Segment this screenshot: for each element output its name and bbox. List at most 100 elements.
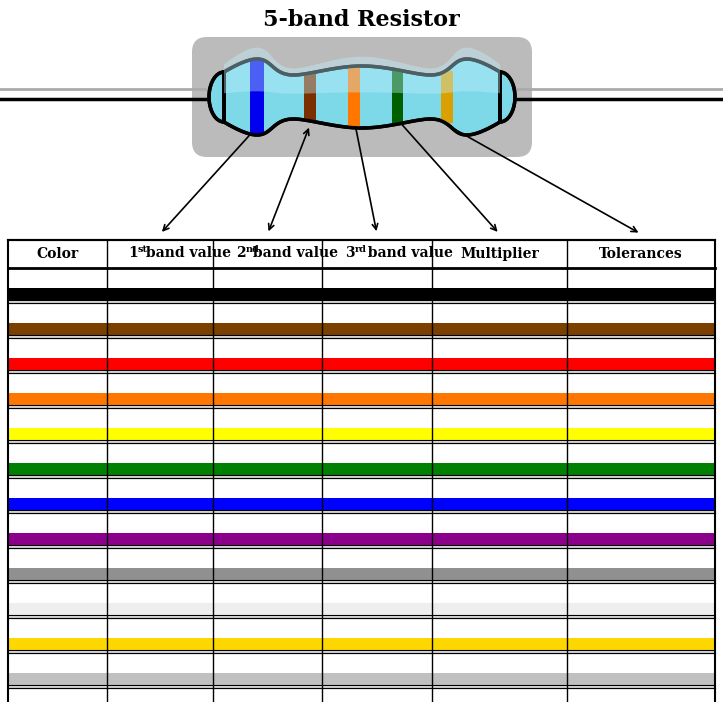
Bar <box>441 71 453 123</box>
Bar <box>8 408 715 428</box>
Bar <box>8 638 715 650</box>
Bar <box>391 71 403 123</box>
Bar <box>8 443 715 463</box>
Text: 7: 7 <box>156 517 164 529</box>
Text: 2: 2 <box>373 341 381 355</box>
Text: Gold: Gold <box>43 621 72 635</box>
Text: 9: 9 <box>373 586 381 600</box>
Text: ±0.25%: ±0.25% <box>616 482 666 494</box>
Bar <box>8 405 715 408</box>
Bar <box>8 568 715 580</box>
Text: 0: 0 <box>156 272 164 284</box>
Text: 2: 2 <box>156 341 164 355</box>
Text: ±3%: ±3% <box>625 376 656 390</box>
Text: ±4%: ±4% <box>625 411 656 425</box>
Text: Grey: Grey <box>42 552 73 564</box>
Text: ±2%: ±2% <box>625 341 656 355</box>
Text: 8: 8 <box>263 552 272 564</box>
Text: × 0.01: × 0.01 <box>479 656 521 670</box>
Bar <box>8 478 715 498</box>
Text: rd: rd <box>355 244 367 253</box>
Bar <box>8 475 715 478</box>
Bar <box>250 60 264 134</box>
Text: Brown: Brown <box>37 307 78 319</box>
Text: 4: 4 <box>373 411 381 425</box>
Text: 9: 9 <box>156 586 164 600</box>
Polygon shape <box>209 59 515 135</box>
Text: 6: 6 <box>156 482 164 494</box>
Text: White: White <box>39 586 76 600</box>
Text: 5: 5 <box>373 446 381 460</box>
Text: 2: 2 <box>236 246 246 260</box>
Bar <box>8 603 715 615</box>
Text: Red: Red <box>45 341 70 355</box>
Bar <box>8 338 715 358</box>
Text: × 1,000,000: × 1,000,000 <box>461 482 539 494</box>
Bar <box>8 580 715 583</box>
Text: Black: Black <box>40 272 75 284</box>
Text: × 1000: × 1000 <box>476 376 523 390</box>
Text: × 100: × 100 <box>480 341 518 355</box>
Text: No band: No band <box>30 691 85 702</box>
Text: 3: 3 <box>373 376 381 390</box>
Text: Silver: Silver <box>39 656 76 670</box>
Text: × 100,000,000: × 100,000,000 <box>453 552 547 564</box>
Bar <box>8 533 715 545</box>
Text: 1: 1 <box>128 246 138 260</box>
Text: × 100,000: × 100,000 <box>466 446 533 460</box>
Text: 5-band Resistor: 5-band Resistor <box>263 9 460 31</box>
Bar <box>8 303 715 323</box>
Bar <box>8 653 715 673</box>
Text: 4: 4 <box>156 411 164 425</box>
Text: 1: 1 <box>156 307 164 319</box>
Text: 3: 3 <box>156 376 164 390</box>
Text: × 10,000,000: × 10,000,000 <box>456 517 543 529</box>
Bar <box>8 618 715 638</box>
Text: Orange: Orange <box>34 376 81 390</box>
Bar <box>348 67 360 127</box>
Text: 7: 7 <box>264 517 271 529</box>
Text: Tolerances: Tolerances <box>599 247 683 261</box>
Bar <box>8 545 715 548</box>
Bar <box>8 688 715 702</box>
Text: 0: 0 <box>263 272 272 284</box>
Text: band value: band value <box>249 246 338 260</box>
Text: band value: band value <box>358 246 453 260</box>
Bar <box>8 615 715 618</box>
Text: ±10%: ±10% <box>622 656 660 670</box>
Bar <box>8 300 715 303</box>
Text: nd: nd <box>246 244 260 253</box>
Bar <box>8 268 715 288</box>
Text: 8: 8 <box>373 552 381 564</box>
Bar <box>8 440 715 443</box>
Text: 6: 6 <box>373 482 381 494</box>
Text: 6: 6 <box>263 482 272 494</box>
Text: × 1: × 1 <box>488 272 510 284</box>
Bar <box>8 393 715 405</box>
Text: ±1%: ±1% <box>625 307 656 319</box>
Bar <box>8 335 715 338</box>
Text: × 0.1: × 0.1 <box>482 621 517 635</box>
Text: st: st <box>138 244 148 253</box>
FancyBboxPatch shape <box>192 37 532 157</box>
Bar <box>8 358 715 370</box>
Text: Violet: Violet <box>39 517 76 529</box>
Bar <box>8 583 715 603</box>
Bar <box>8 370 715 373</box>
Text: 7: 7 <box>373 517 381 529</box>
Bar <box>8 673 715 685</box>
Text: Green: Green <box>38 446 77 460</box>
Text: band value: band value <box>141 246 231 260</box>
Text: × 1,000,000,000: × 1,000,000,000 <box>446 586 552 600</box>
Text: × 10: × 10 <box>484 307 515 319</box>
Bar <box>8 373 715 393</box>
Text: 9: 9 <box>264 586 271 600</box>
Text: 5: 5 <box>264 446 271 460</box>
Polygon shape <box>224 48 500 93</box>
Text: 3: 3 <box>263 376 272 390</box>
Bar <box>8 463 715 475</box>
Bar <box>8 510 715 513</box>
Bar <box>304 74 316 120</box>
Bar <box>8 288 715 300</box>
Text: 3: 3 <box>346 246 355 260</box>
